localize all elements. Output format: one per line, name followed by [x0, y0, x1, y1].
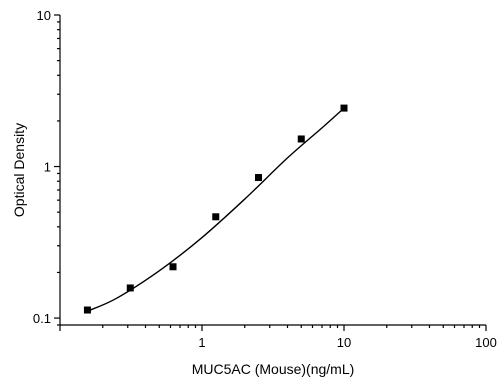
x-tick-label: 10 [337, 335, 351, 350]
fit-curve [87, 107, 345, 312]
data-point [83, 306, 91, 314]
data-points [83, 104, 348, 314]
y-tick-label: 0.1 [33, 311, 51, 326]
y-tick-label: 1 [44, 160, 51, 175]
data-point [212, 213, 220, 221]
data-point [297, 135, 305, 143]
x-tick-label: 1 [198, 335, 205, 350]
axes [59, 15, 486, 326]
data-point [126, 284, 134, 292]
tick-marks [54, 14, 487, 331]
tick-labels: 1 10 100 0.1 1 10 [33, 8, 497, 350]
x-tick-label: 100 [475, 335, 497, 350]
data-point [340, 104, 348, 112]
y-axis-title: Optical Density [11, 123, 27, 217]
x-axis-title: MUC5AC (Mouse)(ng/mL) [192, 361, 355, 377]
data-point [255, 174, 263, 182]
data-point [169, 263, 177, 271]
y-tick-label: 10 [37, 8, 51, 23]
